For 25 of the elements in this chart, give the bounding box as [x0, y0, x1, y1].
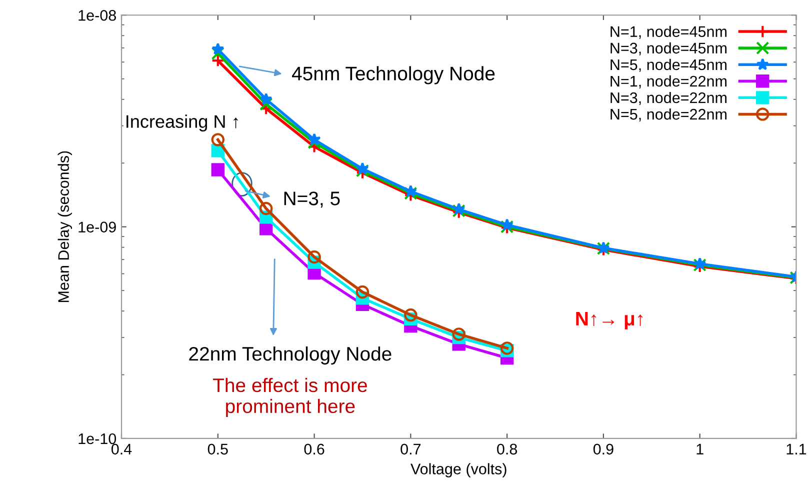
legend-label: N=5, node=22nm: [610, 108, 726, 122]
x-tick-label: 1.1: [786, 444, 806, 454]
y-tick-label: 1e-10: [78, 433, 116, 444]
annotation: N↑→ μ↑: [576, 312, 643, 330]
legend-label: N=3, node=45nm: [610, 42, 726, 56]
legend-label: N=1, node=45nm: [610, 26, 726, 39]
legend-label: N=1, node=22nm: [610, 75, 726, 88]
y-axis-title: Mean Delay (seconds): [58, 151, 72, 302]
annotation: N=3, 5: [284, 192, 340, 208]
x-tick-label: 1: [696, 444, 704, 454]
x-tick-label: 0.6: [304, 444, 324, 455]
x-tick-label: 0.5: [208, 444, 228, 455]
x-tick-label: 0.7: [400, 444, 421, 455]
legend-label: N=5, node=45nm: [610, 58, 726, 72]
annotation: Increasing N ↑: [126, 114, 238, 132]
x-tick-label: 0.9: [593, 444, 614, 455]
y-tick-label: 1e-09: [78, 222, 116, 232]
annotation: The effect is more prominent here: [212, 378, 367, 417]
x-axis-title: Voltage (volts): [410, 463, 506, 478]
y-tick-label: 1e-08: [78, 10, 116, 21]
annotation: 22nm Technology Node: [189, 346, 392, 365]
x-tick-label: 0.8: [497, 444, 518, 455]
legend-label: N=3, node=22nm: [610, 92, 726, 105]
annotation: 45nm Technology Node: [292, 66, 495, 84]
x-tick-label: 0.4: [111, 444, 132, 455]
